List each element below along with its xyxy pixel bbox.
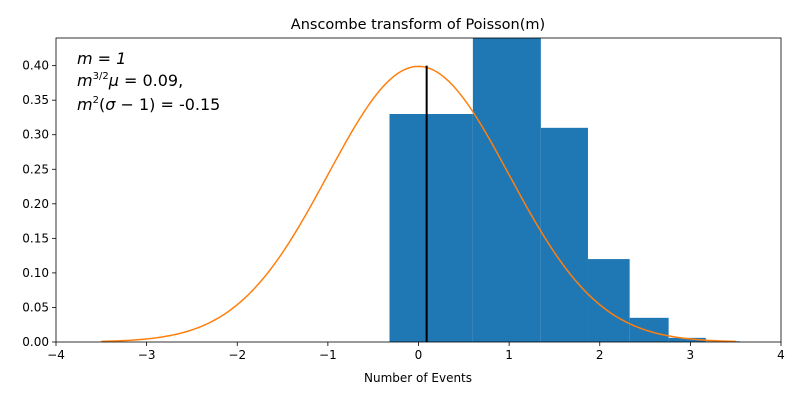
y-tick-label: 0.25 [22, 162, 49, 176]
histogram-bar [629, 317, 669, 342]
x-tick-label: 0 [415, 348, 423, 362]
y-tick-label: 0.00 [22, 335, 49, 349]
y-tick-label: 0.20 [22, 197, 49, 211]
x-tick-label: −2 [228, 348, 246, 362]
histogram-bar [389, 114, 473, 342]
x-axis-ticks: −4 −3 −2 −1 0 1 2 3 4 [47, 342, 785, 362]
x-tick-label: −1 [319, 348, 337, 362]
x-tick-label: −4 [47, 348, 65, 362]
annotation-line-2: m3/2μ = 0.09, [77, 71, 183, 90]
annotation-line-1: m = 1 [77, 49, 126, 68]
x-tick-label: 3 [687, 348, 695, 362]
y-tick-label: 0.15 [22, 231, 49, 245]
annotation-line-3: m2(σ − 1) = -0.15 [77, 95, 220, 114]
histogram-bars [389, 38, 741, 343]
histogram-bar [472, 38, 541, 342]
histogram-bar [540, 127, 588, 343]
histogram-bar [668, 337, 706, 342]
x-axis-label: Number of Events [364, 371, 472, 385]
y-tick-label: 0.40 [22, 59, 49, 73]
x-tick-label: 1 [505, 348, 513, 362]
chart-title: Anscombe transform of Poisson(m) [291, 17, 545, 33]
y-tick-label: 0.05 [22, 300, 49, 314]
y-axis-ticks: 0.00 0.05 0.10 0.15 0.20 0.25 0.30 0.35 0.40 [22, 59, 56, 349]
normal-pdf-curve [101, 65, 736, 343]
y-tick-label: 0.10 [22, 266, 49, 280]
annotation-block: m = 1 m3/2μ = 0.09, m2(σ − 1) = -0.15 [77, 49, 220, 114]
x-tick-label: 2 [596, 348, 604, 362]
x-tick-label: 4 [777, 348, 785, 362]
x-tick-label: −3 [138, 348, 156, 362]
y-tick-label: 0.30 [22, 128, 49, 142]
y-tick-label: 0.35 [22, 93, 49, 107]
